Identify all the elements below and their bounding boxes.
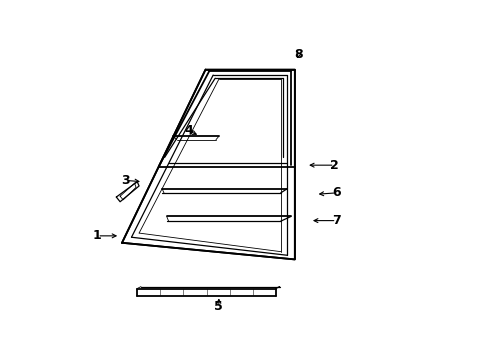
Text: 3: 3 (122, 174, 130, 187)
Text: 5: 5 (215, 300, 223, 313)
Text: 6: 6 (332, 186, 341, 199)
Text: 8: 8 (294, 48, 303, 61)
Text: 2: 2 (330, 159, 339, 172)
Text: 7: 7 (332, 214, 341, 227)
Text: 1: 1 (93, 229, 102, 242)
Text: 4: 4 (184, 124, 193, 137)
